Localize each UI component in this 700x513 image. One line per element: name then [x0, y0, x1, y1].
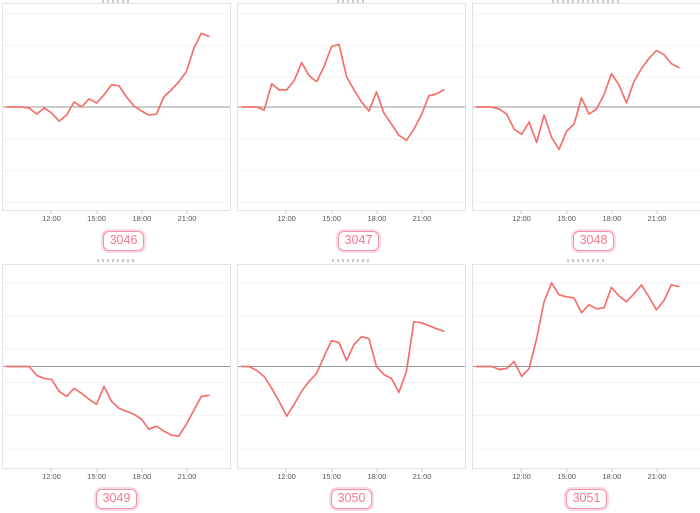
chart-cell-3048: 12:00 15:00 18:00 21:00 3048 [472, 0, 700, 255]
x-axis: 12:00 15:00 18:00 21:00 [472, 211, 700, 225]
line-chart-3046 [3, 13, 230, 203]
x-tick-label: 15:00 [557, 472, 576, 481]
x-tick-label: 15:00 [557, 214, 576, 223]
x-tick [421, 469, 423, 472]
x-tick [285, 211, 287, 214]
chart-cell-3046: 12:00 15:00 18:00 21:00 3046 [2, 0, 231, 255]
x-tick [50, 211, 52, 214]
x-tick-label: 21:00 [177, 472, 197, 481]
line-chart-3050 [238, 282, 465, 449]
x-tick [520, 469, 522, 472]
chart-id-badge[interactable]: 3048 [572, 231, 615, 251]
clipped-chart-title [336, 0, 367, 3]
x-axis: 12:00 15:00 18:00 21:00 [237, 211, 466, 225]
x-tick-label: 12:00 [277, 214, 296, 223]
chart-panel-3048[interactable] [472, 3, 700, 211]
badge-row: 3046 [2, 231, 231, 255]
badge-row: 3051 [472, 489, 700, 513]
chart-id-badge[interactable]: 3049 [95, 489, 138, 509]
clipped-chart-title [566, 259, 607, 262]
x-tick-label: 18:00 [367, 214, 387, 223]
x-axis: 12:00 15:00 18:00 21:00 [472, 469, 700, 483]
chart-panel-3051[interactable] [472, 264, 700, 469]
chart-id-badge[interactable]: 3047 [337, 231, 380, 251]
x-tick [611, 469, 613, 472]
clipped-chart-title [101, 0, 132, 3]
line-chart-3048 [473, 13, 700, 203]
x-tick [186, 211, 188, 214]
chart-panel-3050[interactable] [237, 264, 466, 469]
chart-panel-3049[interactable] [2, 264, 231, 469]
x-tick-label: 12:00 [512, 214, 531, 223]
x-tick-label: 18:00 [367, 472, 387, 481]
badge-row: 3048 [472, 231, 700, 255]
clipped-chart-title [331, 259, 372, 262]
x-tick-label: 21:00 [647, 472, 667, 481]
chart-cell-3049: 12:00 15:00 18:00 21:00 3049 [2, 255, 231, 513]
x-tick [566, 469, 568, 472]
x-tick-label: 18:00 [132, 472, 152, 481]
chart-cell-3047: 12:00 15:00 18:00 21:00 3047 [237, 0, 466, 255]
x-tick-label: 18:00 [602, 214, 622, 223]
x-tick [656, 211, 658, 214]
x-tick [566, 211, 568, 214]
x-tick [96, 211, 98, 214]
x-tick [520, 211, 522, 214]
x-tick-label: 21:00 [412, 214, 432, 223]
badge-row: 3050 [237, 489, 466, 513]
x-tick-label: 21:00 [177, 214, 197, 223]
x-tick-label: 18:00 [132, 214, 152, 223]
x-tick [96, 469, 98, 472]
x-tick-label: 15:00 [322, 214, 341, 223]
x-tick [186, 469, 188, 472]
x-axis: 12:00 15:00 18:00 21:00 [2, 469, 231, 483]
chart-cell-3051: 12:00 15:00 18:00 21:00 3051 [472, 255, 700, 513]
x-tick [331, 211, 333, 214]
mini-charts-grid-row-1: 12:00 15:00 18:00 21:00 3046 12:00 15:00… [0, 0, 700, 255]
x-tick [331, 469, 333, 472]
line-chart-3049 [3, 282, 230, 449]
x-tick-label: 12:00 [42, 472, 61, 481]
line-chart-3047 [238, 13, 465, 203]
x-tick-label: 21:00 [412, 472, 432, 481]
x-tick [656, 469, 658, 472]
x-tick [376, 469, 378, 472]
clipped-chart-title [96, 259, 137, 262]
x-axis: 12:00 15:00 18:00 21:00 [237, 469, 466, 483]
x-tick-label: 15:00 [87, 472, 106, 481]
x-tick-label: 12:00 [277, 472, 296, 481]
x-tick-label: 15:00 [322, 472, 341, 481]
badge-row: 3049 [2, 489, 231, 513]
x-tick [421, 211, 423, 214]
chart-id-badge[interactable]: 3051 [565, 489, 608, 509]
x-tick-label: 12:00 [512, 472, 531, 481]
chart-id-badge[interactable]: 3046 [102, 231, 145, 251]
x-axis: 12:00 15:00 18:00 21:00 [2, 211, 231, 225]
line-chart-3051 [473, 282, 700, 449]
chart-panel-3046[interactable] [2, 3, 231, 211]
x-tick [50, 469, 52, 472]
chart-id-badge[interactable]: 3050 [330, 489, 373, 509]
x-tick-label: 21:00 [647, 214, 667, 223]
x-tick-label: 18:00 [602, 472, 622, 481]
badge-row: 3047 [237, 231, 466, 255]
x-tick [611, 211, 613, 214]
mini-charts-grid-row-2: 12:00 15:00 18:00 21:00 3049 12:00 15:00… [0, 255, 700, 513]
chart-panel-3047[interactable] [237, 3, 466, 211]
x-tick [141, 211, 143, 214]
x-tick-label: 12:00 [42, 214, 61, 223]
x-tick [141, 469, 143, 472]
x-tick [285, 469, 287, 472]
chart-cell-3050: 12:00 15:00 18:00 21:00 3050 [237, 255, 466, 513]
x-tick-label: 15:00 [87, 214, 106, 223]
x-tick [376, 211, 378, 214]
clipped-chart-title [551, 0, 622, 3]
